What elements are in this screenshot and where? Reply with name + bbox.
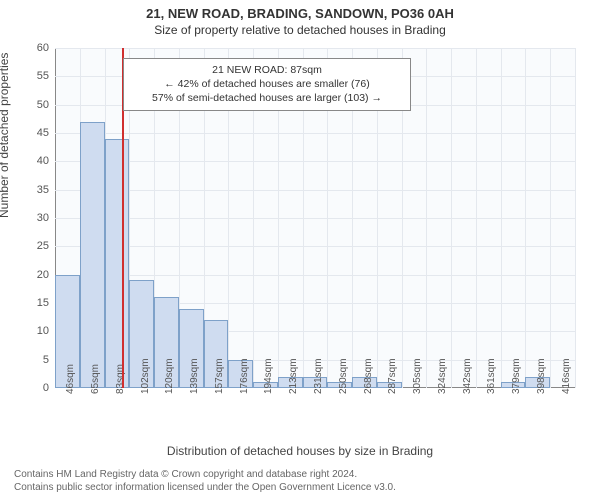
bar — [105, 139, 130, 388]
y-tick-label: 35 — [37, 184, 55, 196]
x-tick-label: 324sqm — [437, 358, 448, 394]
gridline-h — [55, 190, 575, 191]
chart-container: 21, NEW ROAD, BRADING, SANDOWN, PO36 0AH… — [0, 0, 600, 500]
license-text: Contains HM Land Registry data © Crown c… — [14, 469, 396, 494]
y-tick-label: 55 — [37, 70, 55, 82]
y-axis-label: Number of detached properties — [0, 53, 11, 218]
x-tick-label: 157sqm — [214, 358, 225, 394]
gridline-v — [476, 48, 477, 388]
x-tick-label: 120sqm — [164, 358, 175, 394]
plot-area: 05101520253035404550556046sqm65sqm83sqm1… — [55, 48, 575, 388]
info-box-line3: 57% of semi-detached houses are larger (… — [132, 91, 402, 105]
gridline-h — [55, 218, 575, 219]
y-tick-label: 30 — [37, 212, 55, 224]
gridline-h — [55, 133, 575, 134]
x-tick-label: 231sqm — [313, 358, 324, 394]
x-tick-label: 176sqm — [239, 358, 250, 394]
x-tick-label: 398sqm — [536, 358, 547, 394]
y-tick-label: 5 — [43, 354, 55, 366]
y-tick-label: 60 — [37, 42, 55, 54]
x-tick-label: 65sqm — [90, 364, 101, 394]
chart-subtitle: Size of property relative to detached ho… — [0, 21, 600, 37]
info-box-line1: 21 NEW ROAD: 87sqm — [132, 63, 402, 77]
y-tick-label: 15 — [37, 297, 55, 309]
y-tick-label: 40 — [37, 155, 55, 167]
x-tick-label: 194sqm — [263, 358, 274, 394]
gridline-v — [550, 48, 551, 388]
gridline-v — [575, 48, 576, 388]
bar — [80, 122, 105, 388]
license-line2: Contains public sector information licen… — [14, 482, 396, 495]
info-box: 21 NEW ROAD: 87sqm← 42% of detached hous… — [123, 58, 411, 111]
chart-title-address: 21, NEW ROAD, BRADING, SANDOWN, PO36 0AH — [0, 0, 600, 21]
y-tick-label: 50 — [37, 99, 55, 111]
x-tick-label: 379sqm — [511, 358, 522, 394]
gridline-h — [55, 275, 575, 276]
y-tick-label: 20 — [37, 269, 55, 281]
gridline-v — [525, 48, 526, 388]
x-axis-label: Distribution of detached houses by size … — [0, 444, 600, 458]
x-tick-label: 46sqm — [65, 364, 76, 394]
y-tick-label: 25 — [37, 240, 55, 252]
gridline-v — [426, 48, 427, 388]
gridline-h — [55, 48, 575, 49]
x-tick-label: 342sqm — [462, 358, 473, 394]
y-tick-label: 10 — [37, 325, 55, 337]
x-tick-label: 213sqm — [288, 358, 299, 394]
y-tick-label: 0 — [43, 382, 55, 394]
gridline-v — [451, 48, 452, 388]
gridline-h — [55, 246, 575, 247]
x-tick-label: 416sqm — [561, 358, 572, 394]
gridline-h — [55, 161, 575, 162]
x-tick-label: 361sqm — [486, 358, 497, 394]
gridline-v — [501, 48, 502, 388]
x-tick-label: 102sqm — [140, 358, 151, 394]
x-tick-label: 250sqm — [338, 358, 349, 394]
x-tick-label: 139sqm — [189, 358, 200, 394]
x-tick-label: 268sqm — [363, 358, 374, 394]
y-tick-label: 45 — [37, 127, 55, 139]
license-line1: Contains HM Land Registry data © Crown c… — [14, 469, 396, 482]
x-tick-label: 305sqm — [412, 358, 423, 394]
x-tick-label: 287sqm — [387, 358, 398, 394]
info-box-line2: ← 42% of detached houses are smaller (76… — [132, 77, 402, 91]
